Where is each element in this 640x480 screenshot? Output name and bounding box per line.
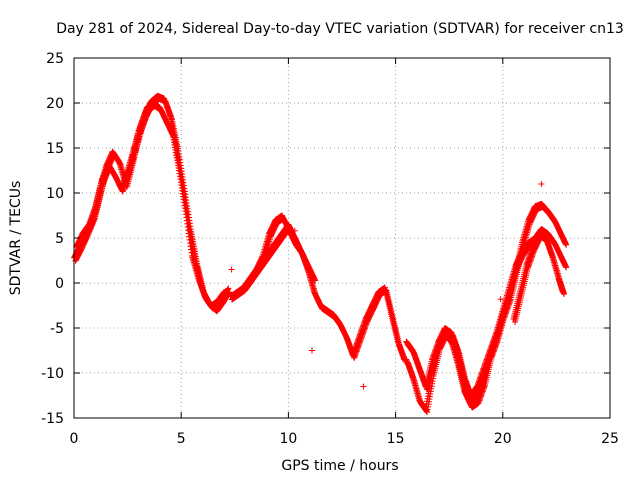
y-tick-label: 25 — [46, 51, 64, 67]
y-tick-label: 15 — [46, 141, 64, 157]
x-tick-label: 20 — [494, 431, 512, 447]
data-point-outlier — [228, 266, 235, 273]
data-point-trace-a — [226, 289, 233, 296]
chart-title: Day 281 of 2024, Sidereal Day-to-day VTE… — [56, 21, 624, 37]
data-point-outlier — [360, 383, 367, 390]
y-tick-label: -5 — [50, 321, 64, 337]
y-tick-label: 5 — [55, 231, 64, 247]
y-tick-label: -10 — [41, 366, 64, 382]
data-points — [71, 92, 570, 415]
x-tick-label: 25 — [601, 431, 619, 447]
y-axis-label: SDTVAR / TECUs — [8, 181, 24, 296]
y-tick-label: 20 — [46, 96, 64, 112]
data-point-outlier — [308, 347, 315, 354]
data-point-outlier — [538, 181, 545, 187]
y-tick-label: 0 — [55, 276, 64, 292]
x-axis-label: GPS time / hours — [281, 458, 398, 474]
x-tick-label: 0 — [70, 431, 79, 447]
y-tick-label: -15 — [41, 411, 64, 427]
x-tick-label: 5 — [177, 431, 186, 447]
data-point-trace-a — [225, 285, 232, 292]
x-tick-label: 10 — [279, 431, 297, 447]
grid-lines — [74, 58, 610, 418]
data-point-outlier — [497, 296, 504, 303]
y-tick-label: 10 — [46, 186, 64, 202]
x-tick-label: 15 — [387, 431, 405, 447]
